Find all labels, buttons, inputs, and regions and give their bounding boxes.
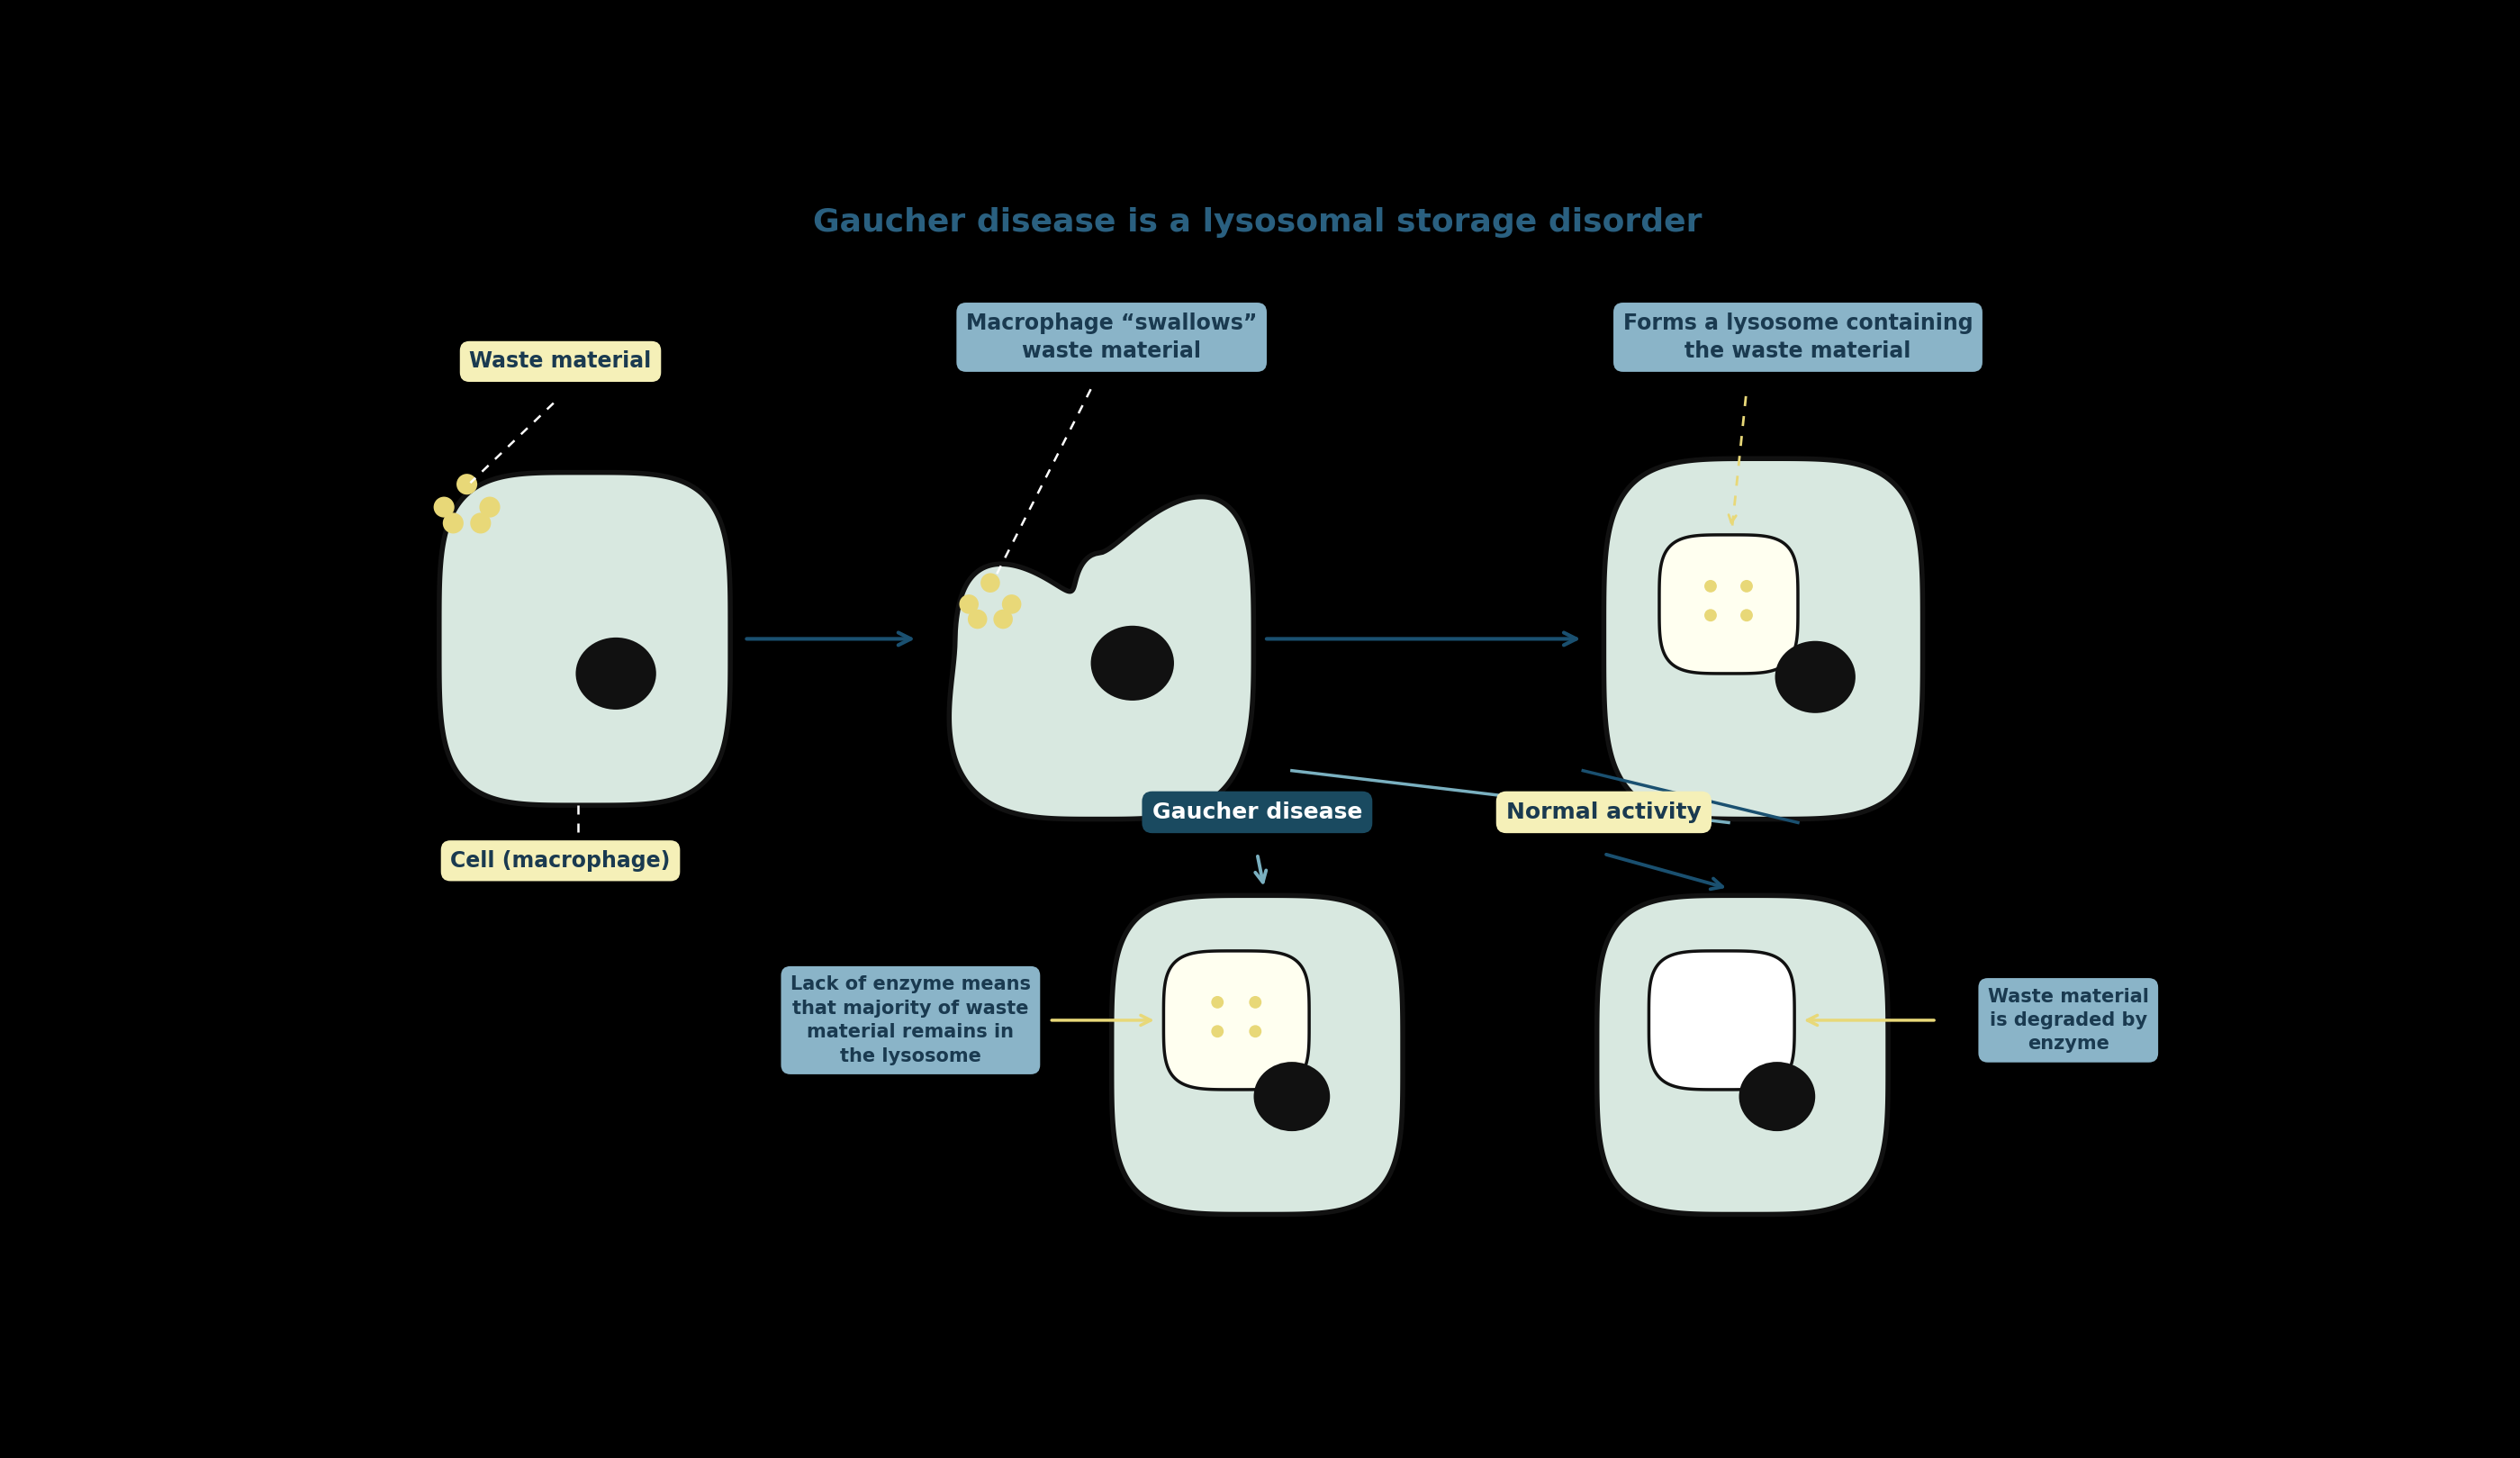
Circle shape bbox=[1704, 609, 1716, 621]
Polygon shape bbox=[438, 472, 731, 805]
Polygon shape bbox=[1111, 895, 1404, 1215]
Circle shape bbox=[1250, 1025, 1263, 1038]
Circle shape bbox=[1250, 996, 1263, 1009]
Polygon shape bbox=[1648, 951, 1794, 1089]
Text: Gaucher disease is a lysosomal storage disorder: Gaucher disease is a lysosomal storage d… bbox=[811, 207, 1701, 238]
Circle shape bbox=[960, 595, 978, 614]
Text: Forms a lysosome containing
the waste material: Forms a lysosome containing the waste ma… bbox=[1623, 312, 1973, 362]
Circle shape bbox=[479, 497, 499, 518]
Ellipse shape bbox=[575, 637, 655, 710]
Ellipse shape bbox=[1739, 1061, 1814, 1131]
Polygon shape bbox=[1164, 951, 1310, 1089]
Circle shape bbox=[993, 609, 1013, 628]
Circle shape bbox=[444, 513, 464, 534]
Text: Normal activity: Normal activity bbox=[1507, 802, 1701, 822]
Text: Macrophage “swallows”
waste material: Macrophage “swallows” waste material bbox=[965, 312, 1257, 362]
Circle shape bbox=[1212, 1025, 1225, 1038]
Text: Cell (macrophage): Cell (macrophage) bbox=[451, 850, 670, 872]
Circle shape bbox=[471, 513, 491, 534]
Circle shape bbox=[1003, 595, 1021, 614]
Ellipse shape bbox=[1091, 625, 1174, 701]
Polygon shape bbox=[1598, 895, 1887, 1215]
Circle shape bbox=[433, 497, 454, 518]
Polygon shape bbox=[1658, 535, 1797, 674]
Circle shape bbox=[1741, 609, 1754, 621]
Text: Waste material: Waste material bbox=[469, 351, 653, 372]
Circle shape bbox=[456, 474, 476, 494]
Text: Gaucher disease: Gaucher disease bbox=[1152, 802, 1363, 822]
Ellipse shape bbox=[1255, 1061, 1331, 1131]
Circle shape bbox=[1741, 580, 1754, 592]
Circle shape bbox=[1212, 996, 1225, 1009]
Text: Waste material
is degraded by
enzyme: Waste material is degraded by enzyme bbox=[1988, 987, 2150, 1053]
Circle shape bbox=[968, 609, 988, 628]
Circle shape bbox=[1704, 580, 1716, 592]
Polygon shape bbox=[950, 497, 1252, 819]
Text: Lack of enzyme means
that majority of waste
material remains in
the lysosome: Lack of enzyme means that majority of wa… bbox=[791, 975, 1031, 1064]
Circle shape bbox=[980, 573, 1000, 592]
Ellipse shape bbox=[1774, 642, 1855, 713]
Polygon shape bbox=[1603, 459, 1923, 819]
